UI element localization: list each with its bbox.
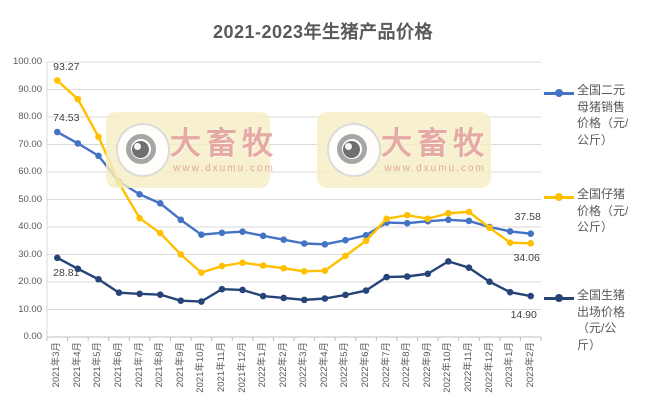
y-tick-label: 10.00 (18, 303, 42, 315)
y-tick-label: 40.00 (18, 221, 42, 232)
x-tick-label: 2021年6月 (113, 342, 125, 388)
legend-label: 全国仔猪价格（元/公斤） (577, 187, 629, 234)
x-tick-label: 2022年1月 (257, 342, 269, 388)
x-tick-label: 2021年8月 (154, 342, 166, 388)
legend-label: 全国生猪出场价格（元/公斤） (577, 288, 626, 352)
y-tick-label: 80.00 (18, 111, 42, 122)
legend-line-dot-icon (544, 192, 574, 202)
x-tick-label: 2021年9月 (174, 342, 186, 388)
x-tick-label: 2022年5月 (339, 342, 351, 388)
y-tick-label: 70.00 (18, 138, 42, 150)
watermark-badge-right: 大畜牧 www.dxumu.com (317, 112, 491, 188)
watermark-url-text: www.dxumu.com (384, 162, 486, 174)
x-tick-label: 2022年4月 (318, 342, 330, 388)
y-tick-label: 50.00 (18, 193, 42, 205)
y-tick-label: 30.00 (18, 248, 42, 260)
point-label: 28.81 (53, 266, 80, 279)
watermark-url-text: www.dxumu.com (173, 162, 275, 174)
x-tick-label: 2021年7月 (133, 342, 145, 388)
chart-legend: 全国二元母猪销售价格（元/公斤） 全国仔猪价格（元/公斤） 全国生猪出场价格（元… (541, 0, 646, 418)
x-tick-label: 2022年3月 (298, 342, 310, 388)
eye-logo-icon (327, 123, 381, 177)
point-label: 93.27 (53, 60, 80, 73)
y-tick-label: 100.00 (12, 56, 42, 67)
legend-line-dot-icon (544, 293, 574, 303)
x-tick-label: 2022年6月 (360, 342, 372, 388)
x-tick-label: 2022年12月 (483, 342, 495, 393)
x-tick-label: 2023年2月 (524, 342, 536, 388)
x-tick-label: 2022年11月 (462, 342, 474, 392)
point-label: 14.90 (510, 309, 537, 322)
point-label: 37.58 (514, 210, 541, 223)
legend-label: 全国二元母猪销售价格（元/公斤） (577, 83, 629, 147)
watermark-brand-text: 大畜牧 (170, 125, 278, 161)
x-tick-label: 2022年7月 (380, 342, 392, 388)
y-tick-label: 60.00 (18, 166, 42, 177)
y-tick-label: 20.00 (18, 276, 42, 287)
x-tick-label: 2021年4月 (71, 342, 83, 388)
y-tick-label: 0.00 (23, 331, 43, 342)
chart-title: 2021-2023年生猪产品价格 (212, 22, 434, 42)
x-tick-label: 2022年2月 (277, 342, 289, 388)
watermark-brand-text: 大畜牧 (381, 125, 489, 161)
x-tick-label: 2021年5月 (92, 342, 104, 388)
point-label: 34.06 (513, 252, 540, 265)
x-tick-label: 2022年8月 (401, 342, 413, 388)
x-tick-label: 2021年3月 (51, 342, 63, 388)
point-label: 74.53 (53, 112, 80, 125)
x-tick-label: 2023年1月 (504, 342, 516, 388)
watermark-badge-left: 大畜牧 www.dxumu.com (106, 112, 273, 188)
x-tick-label: 2021年11月 (215, 342, 227, 392)
x-tick-label: 2022年9月 (421, 342, 433, 388)
x-tick-label: 2022年10月 (442, 342, 454, 393)
x-tick-label: 2021年10月 (195, 342, 207, 393)
y-tick-label: 90.00 (18, 83, 42, 95)
legend-line-dot-icon (544, 88, 574, 98)
x-tick-label: 2021年12月 (236, 342, 248, 393)
eye-logo-icon (116, 123, 170, 177)
